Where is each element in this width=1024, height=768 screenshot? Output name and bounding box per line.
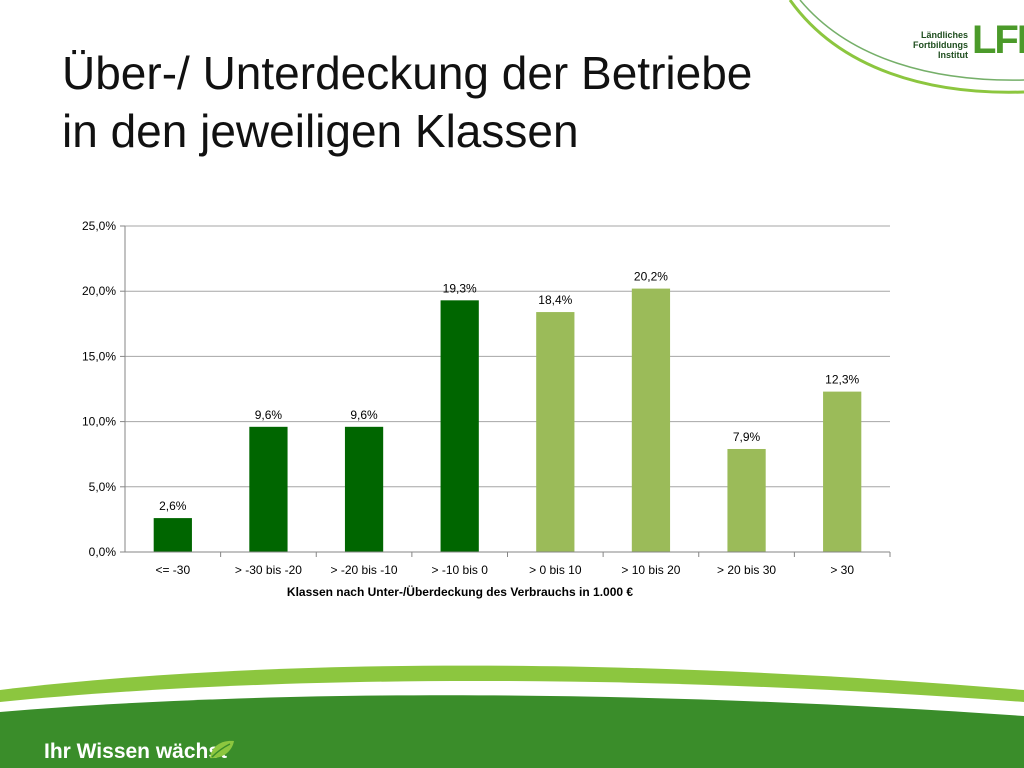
axes: 0,0% 5,0% 10,0% 15,0% 20,0% 25,0% <= -30 > -30 … [82,219,891,577]
data-label: 2,6% [159,499,187,513]
data-label: 12,3% [825,373,859,387]
logo-line-2: Fortbildungs [913,40,968,50]
bar-chart: 0,0% 5,0% 10,0% 15,0% 20,0% 25,0% <= -30 > -30 … [82,219,891,599]
y-tick-label: 15,0% [82,349,116,363]
y-tick-label: 10,0% [82,415,116,429]
leaf-icon [210,740,234,759]
title-line-1: Über-/ Unterdeckung der Betriebe [62,47,753,99]
y-tick-label: 5,0% [89,480,117,494]
x-tick-label: > 0 bis 10 [529,563,582,577]
slogan: Ihr Wissen wächst [44,740,228,763]
data-label: 20,2% [634,270,668,284]
y-tick-label: 25,0% [82,219,116,233]
header-swoosh [788,0,1024,94]
bar [536,312,575,552]
y-tick-label: 20,0% [82,284,116,298]
bars [153,288,862,552]
x-tick-label: <= -30 [155,563,190,577]
bar [440,300,479,552]
y-tick-label: 0,0% [89,545,117,559]
data-label: 9,6% [350,408,378,422]
bar [631,288,671,552]
bar [344,426,384,552]
data-label: 7,9% [733,430,761,444]
logo-text: Ländliches Fortbildungs Institut [880,30,968,60]
x-tick-label: > -10 bis 0 [432,563,489,577]
data-labels: 2,6% 9,6% 9,6% 19,3% 18,4% 20,2% 7,9% 12,3% [159,270,859,514]
x-axis-title: Klassen nach Unter-/Überdeckung des Verb… [287,584,633,599]
x-tick-label: > 20 bis 30 [717,563,776,577]
bar [823,391,862,552]
slide-title: Über-/ Unterdeckung der Betriebe in den … [62,44,842,160]
bar [153,518,192,552]
x-tick-label: > 10 bis 20 [621,563,680,577]
logo-mark: LFI [972,18,1024,62]
logo-line-3: Institut [938,50,968,60]
data-label: 9,6% [255,408,283,422]
bar [727,448,766,552]
title-line-2: in den jeweiligen Klassen [62,105,579,157]
bar [249,426,288,552]
logo-line-1: Ländliches [920,30,968,40]
x-tick-label: > -20 bis -10 [331,563,398,577]
lfi-logo: Ländliches Fortbildungs Institut LFI [880,18,1024,64]
x-tick-label: > 30 [830,563,854,577]
data-label: 19,3% [443,281,477,295]
x-tick-label: > -30 bis -20 [235,563,302,577]
data-label: 18,4% [538,293,572,307]
